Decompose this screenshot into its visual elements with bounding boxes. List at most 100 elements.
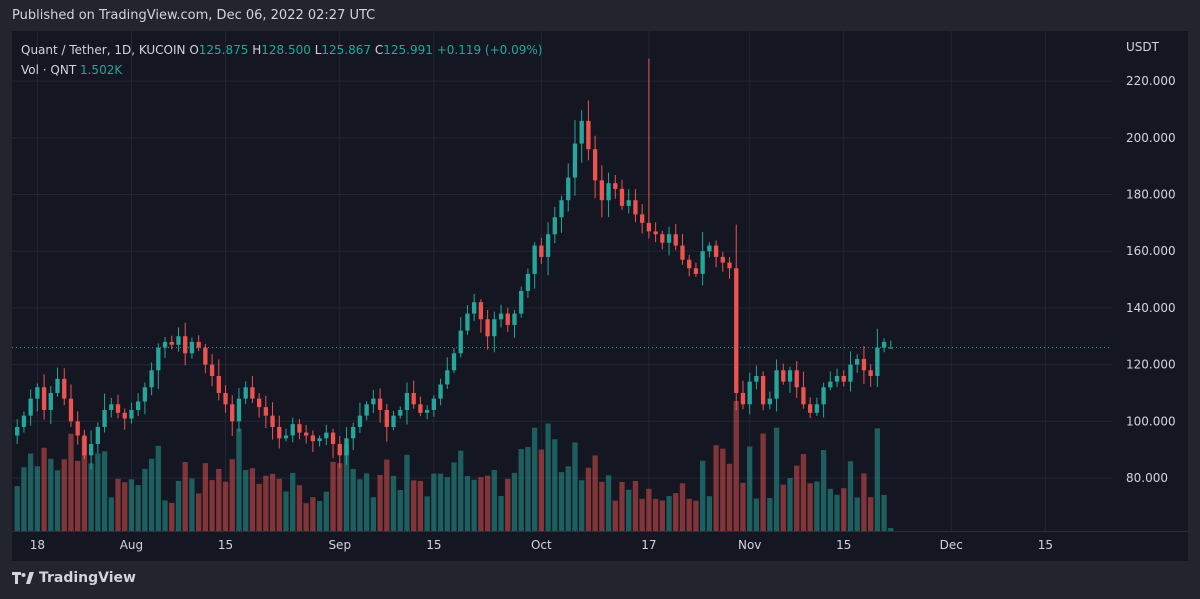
- candle[interactable]: [613, 174, 618, 199]
- candle[interactable]: [324, 424, 329, 445]
- volume-label[interactable]: Vol · QNT: [21, 63, 77, 77]
- chart-panel[interactable]: 125.991 1.502K USDT 220.000 200.000 180.000 1…: [12, 31, 1188, 561]
- candle[interactable]: [21, 411, 27, 433]
- candle[interactable]: [633, 189, 638, 223]
- candle[interactable]: [626, 189, 631, 214]
- candle[interactable]: [109, 397, 114, 418]
- candle[interactable]: [767, 391, 772, 410]
- candle[interactable]: [183, 322, 188, 366]
- candle[interactable]: [566, 163, 571, 212]
- candle[interactable]: [48, 386, 53, 424]
- candle[interactable]: [848, 351, 853, 392]
- candle[interactable]: [384, 403, 389, 442]
- time-scale[interactable]: [12, 531, 1188, 561]
- candle[interactable]: [727, 257, 732, 279]
- candle[interactable]: [290, 417, 295, 443]
- candle[interactable]: [431, 395, 436, 417]
- candle[interactable]: [834, 368, 840, 387]
- candle[interactable]: [41, 374, 47, 420]
- candle[interactable]: [351, 422, 356, 451]
- candle[interactable]: [760, 371, 766, 411]
- candle[interactable]: [572, 120, 578, 196]
- candle[interactable]: [465, 305, 470, 335]
- symbol-title[interactable]: Quant / Tether, 1D, KUCOIN: [21, 43, 186, 57]
- candle[interactable]: [317, 435, 322, 447]
- candle[interactable]: [552, 206, 557, 244]
- candle[interactable]: [68, 384, 74, 427]
- candle[interactable]: [673, 223, 678, 251]
- candle[interactable]: [364, 401, 369, 421]
- candle[interactable]: [881, 338, 887, 353]
- candle[interactable]: [599, 165, 604, 218]
- candle[interactable]: [149, 362, 154, 396]
- candle[interactable]: [660, 230, 665, 250]
- candle[interactable]: [787, 366, 793, 393]
- candle[interactable]: [707, 242, 712, 258]
- candle[interactable]: [337, 435, 342, 469]
- candle[interactable]: [478, 299, 484, 333]
- candle[interactable]: [203, 344, 208, 374]
- candle[interactable]: [747, 372, 752, 415]
- candle[interactable]: [680, 234, 685, 265]
- candle[interactable]: [277, 415, 282, 449]
- candle[interactable]: [88, 430, 94, 470]
- candle[interactable]: [861, 346, 867, 384]
- candle[interactable]: [357, 402, 363, 433]
- candle[interactable]: [102, 393, 107, 433]
- candle[interactable]: [438, 378, 443, 406]
- candle[interactable]: [404, 382, 410, 425]
- candle[interactable]: [619, 179, 625, 210]
- candle[interactable]: [814, 397, 820, 416]
- candle[interactable]: [411, 380, 416, 409]
- candlestick-chart[interactable]: 125.991 1.502K USDT 220.000 200.000 180.000 1…: [12, 31, 1188, 561]
- price-scale[interactable]: [1112, 31, 1188, 561]
- candle[interactable]: [841, 370, 846, 387]
- candle[interactable]: [270, 402, 275, 440]
- candle[interactable]: [808, 397, 813, 418]
- candle[interactable]: [855, 354, 860, 373]
- candle[interactable]: [781, 363, 786, 385]
- tradingview-logo[interactable]: TradingView: [12, 570, 136, 586]
- candle[interactable]: [700, 232, 705, 286]
- candle[interactable]: [606, 172, 611, 218]
- candle[interactable]: [15, 419, 20, 444]
- candle[interactable]: [55, 367, 60, 397]
- candle[interactable]: [586, 100, 591, 161]
- candle[interactable]: [505, 307, 510, 332]
- candle[interactable]: [310, 430, 316, 453]
- candle[interactable]: [828, 371, 833, 391]
- candle[interactable]: [243, 381, 248, 405]
- candle[interactable]: [754, 365, 759, 390]
- candle[interactable]: [209, 354, 215, 387]
- candle[interactable]: [492, 311, 497, 353]
- candle[interactable]: [734, 224, 739, 410]
- candle[interactable]: [445, 357, 450, 390]
- candle[interactable]: [687, 254, 692, 277]
- candle[interactable]: [525, 268, 531, 299]
- candle[interactable]: [579, 110, 584, 163]
- candle[interactable]: [875, 328, 880, 387]
- candle[interactable]: [868, 364, 873, 387]
- candle[interactable]: [398, 406, 403, 419]
- candle[interactable]: [283, 428, 289, 442]
- candle[interactable]: [115, 394, 121, 419]
- candle[interactable]: [230, 395, 235, 437]
- candle[interactable]: [888, 340, 893, 349]
- candle[interactable]: [35, 383, 40, 412]
- candle[interactable]: [740, 380, 746, 410]
- candle[interactable]: [451, 348, 457, 374]
- candle[interactable]: [371, 389, 376, 414]
- candle[interactable]: [801, 371, 806, 409]
- candle[interactable]: [485, 310, 490, 350]
- candle[interactable]: [250, 376, 255, 403]
- candle[interactable]: [498, 304, 504, 328]
- candle[interactable]: [472, 294, 477, 322]
- candle[interactable]: [142, 382, 148, 415]
- candle[interactable]: [169, 335, 174, 350]
- candle[interactable]: [136, 393, 141, 417]
- candle[interactable]: [424, 405, 430, 420]
- candle[interactable]: [532, 242, 537, 289]
- candle[interactable]: [75, 411, 80, 445]
- candle[interactable]: [28, 389, 33, 426]
- candle[interactable]: [344, 427, 349, 465]
